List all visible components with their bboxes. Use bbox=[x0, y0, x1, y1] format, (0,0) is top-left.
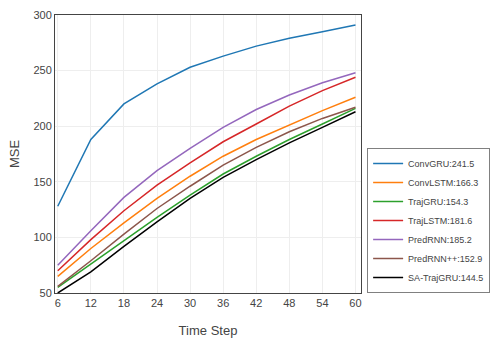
svg-text:Time Step: Time Step bbox=[179, 323, 238, 338]
svg-text:250: 250 bbox=[33, 64, 51, 76]
svg-text:PredRNN:185.2: PredRNN:185.2 bbox=[408, 235, 472, 245]
svg-text:12: 12 bbox=[85, 297, 97, 309]
svg-text:6: 6 bbox=[55, 297, 61, 309]
svg-text:150: 150 bbox=[33, 176, 51, 188]
svg-text:ConvLSTM:166.3: ConvLSTM:166.3 bbox=[408, 178, 478, 188]
svg-text:100: 100 bbox=[33, 231, 51, 243]
svg-text:TrajLSTM:181.6: TrajLSTM:181.6 bbox=[408, 216, 472, 226]
svg-text:50: 50 bbox=[40, 287, 52, 299]
svg-text:30: 30 bbox=[184, 297, 196, 309]
svg-text:60: 60 bbox=[349, 297, 361, 309]
svg-text:54: 54 bbox=[316, 297, 328, 309]
svg-text:48: 48 bbox=[283, 297, 295, 309]
svg-text:18: 18 bbox=[118, 297, 130, 309]
svg-text:200: 200 bbox=[33, 120, 51, 132]
svg-text:36: 36 bbox=[217, 297, 229, 309]
svg-text:300: 300 bbox=[33, 9, 51, 21]
svg-text:TrajGRU:154.3: TrajGRU:154.3 bbox=[408, 197, 468, 207]
svg-text:MSE: MSE bbox=[7, 140, 22, 169]
svg-text:PredRNN++:152.9: PredRNN++:152.9 bbox=[408, 254, 482, 264]
svg-text:42: 42 bbox=[250, 297, 262, 309]
svg-text:24: 24 bbox=[151, 297, 163, 309]
svg-text:SA-TrajGRU:144.5: SA-TrajGRU:144.5 bbox=[408, 273, 483, 283]
svg-text:ConvGRU:241.5: ConvGRU:241.5 bbox=[408, 159, 474, 169]
